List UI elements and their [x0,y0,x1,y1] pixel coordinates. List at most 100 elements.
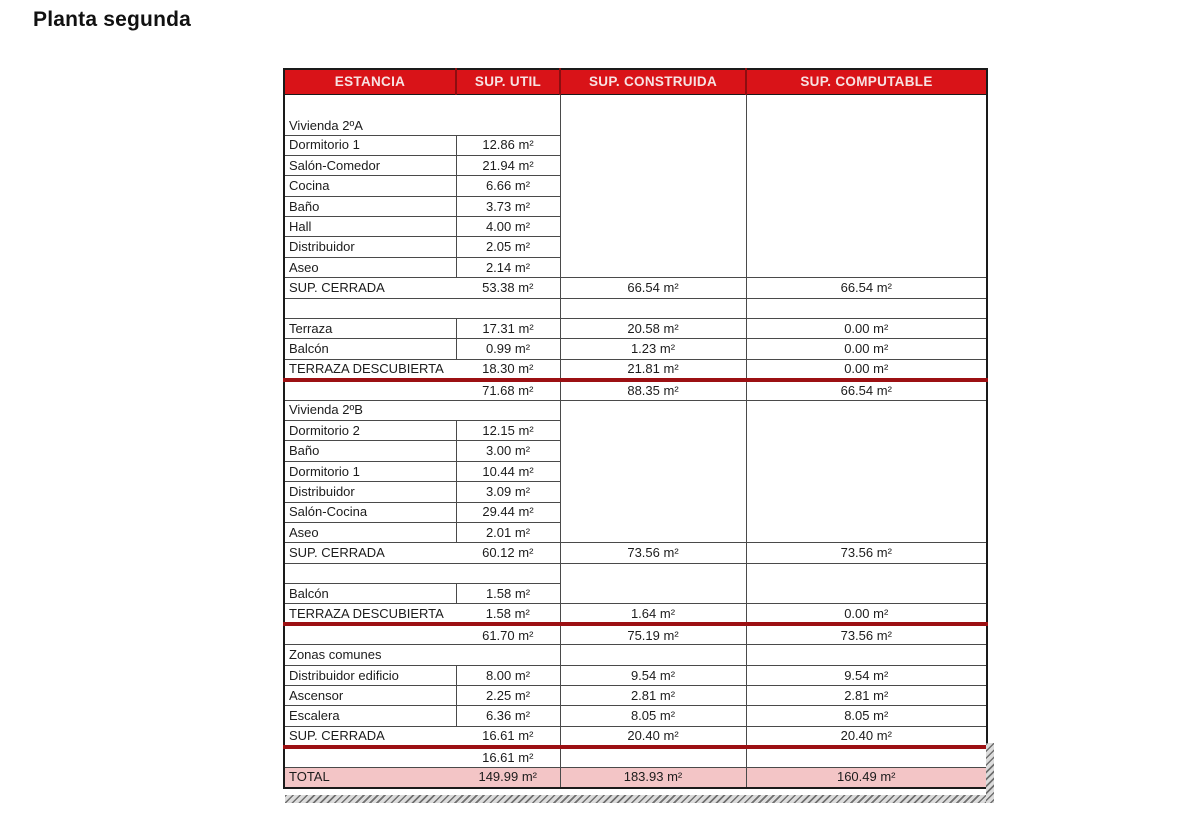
sup-computable-cell: 8.05 m² [745,705,988,727]
sup-util-cell: 1.58 m² [456,603,561,627]
sup-util-cell: 16.61 m² [456,746,561,768]
item-row: Baño 3.00 m² [283,440,987,462]
sup-util-cell: 8.00 m² [455,664,561,687]
estancia-cell [283,379,456,401]
estancia-cell: Balcón [283,338,457,360]
sup-util-cell: 61.70 m² [456,623,561,646]
item-row: Hall 4.00 m² [283,216,987,238]
estancia-cell: Baño [283,440,457,462]
sup-computable-cell: 73.56 m² [745,623,988,646]
sup-util-cell [456,297,561,320]
sup-util-cell [456,93,561,136]
sup-util-cell [456,562,561,585]
sup-util-cell: 2.25 m² [455,685,561,707]
sup-computable-cell: 0.00 m² [745,358,988,382]
estancia-cell: Distribuidor [283,481,457,503]
sup-util-cell: 17.31 m² [455,318,561,340]
estancia-cell [283,623,456,646]
estancia-cell: Vivienda 2ºB [283,399,456,421]
estancia-cell: Hall [283,216,457,238]
summary-row: 61.70 m² 75.19 m² 73.56 m² [283,623,988,646]
estancia-cell: Dormitorio 2 [283,419,457,442]
estancia-cell: SUP. CERRADA [283,542,456,564]
sup-util-cell: 149.99 m² [456,766,561,789]
summary-row: SUP. CERRADA 53.38 m² 66.54 m² 66.54 m² [283,277,988,299]
estancia-cell: Dormitorio 1 [283,460,457,483]
summary-row: SUP. CERRADA 16.61 m² 20.40 m² 20.40 m² [283,725,988,749]
estancia-cell: Aseo [283,521,457,544]
page-title: Planta segunda [33,8,192,31]
summary-row: TERRAZA DESCUBIERTA 1.58 m² 1.64 m² 0.00 m² [283,603,988,627]
sup-computable-cell: 20.40 m² [745,725,988,749]
estancia-cell: Cocina [283,175,457,197]
table-shadow-right [986,743,994,803]
sup-computable-cell [745,93,988,279]
estancia-cell: SUP. CERRADA [283,725,456,749]
sup-construida-cell: 21.81 m² [559,358,747,382]
sup-construida-cell [559,93,747,279]
sup-util-cell: 21.94 m² [455,154,561,177]
sup-computable-cell [745,644,988,666]
estancia-cell: Aseo [283,256,457,279]
item-row: Escalera 6.36 m² 8.05 m² 8.05 m² [283,705,988,727]
sup-util-cell: 3.00 m² [455,440,561,462]
sup-util-cell: 3.73 m² [455,195,561,218]
sup-util-cell: 12.15 m² [455,419,561,442]
sup-util-cell: 16.61 m² [456,725,561,749]
sup-construida-cell: 9.54 m² [559,664,747,687]
sup-construida-cell: 75.19 m² [559,623,747,646]
estancia-cell: TERRAZA DESCUBIERTA [283,358,456,382]
item-row: Cocina 6.66 m² [283,175,987,197]
item-row: Dormitorio 2 12.15 m² [283,419,987,442]
item-row: Salón-Cocina 29.44 m² [283,501,987,523]
item-row: Balcón 0.99 m² 1.23 m² 0.00 m² [283,338,988,360]
sup-construida-cell: 1.64 m² [559,603,747,627]
sup-computable-cell [745,399,988,544]
table-shadow-bottom [285,795,991,803]
col-header-estancia: ESTANCIA [283,68,457,95]
sup-computable-cell: 66.54 m² [745,277,988,299]
estancia-cell: TOTAL [283,766,456,789]
estancia-cell: Terraza [283,318,457,340]
sup-computable-cell: 73.56 m² [745,542,988,564]
sup-util-cell: 18.30 m² [456,358,561,382]
estancia-cell: Salón-Cocina [283,501,457,523]
estancia-cell: Vivienda 2ºA [283,93,456,136]
sup-computable-cell: 9.54 m² [745,664,988,687]
sup-util-cell: 71.68 m² [456,379,561,401]
section-row: Vivienda 2ºB [283,399,988,544]
sup-util-cell: 2.01 m² [455,521,561,544]
sup-util-cell: 4.00 m² [455,216,561,238]
sup-util-cell: 53.38 m² [456,277,561,299]
sup-computable-cell: 0.00 m² [745,338,988,360]
sup-computable-cell: 0.00 m² [745,603,988,627]
col-header-sup-util: SUP. UTIL [455,68,561,95]
estancia-cell: SUP. CERRADA [283,277,456,299]
item-row: Ascensor 2.25 m² 2.81 m² 2.81 m² [283,685,988,707]
sup-util-cell: 2.14 m² [455,256,561,279]
sup-util-cell: 12.86 m² [455,134,561,156]
sup-computable-cell [745,562,988,605]
sup-util-cell: 2.05 m² [455,236,561,258]
sup-construida-cell [559,399,747,544]
section-row: Vivienda 2ºA [283,93,988,279]
summary-row: SUP. CERRADA 60.12 m² 73.56 m² 73.56 m² [283,542,988,564]
estancia-cell: Baño [283,195,457,218]
empty-row [283,297,988,320]
estancia-cell: Salón-Comedor [283,154,457,177]
item-row: Terraza 17.31 m² 20.58 m² 0.00 m² [283,318,988,340]
sup-util-cell: 6.66 m² [455,175,561,197]
sup-util-cell: 3.09 m² [455,481,561,503]
sup-construida-cell [559,297,747,320]
sup-construida-cell [559,644,747,666]
sup-util-cell: 0.99 m² [455,338,561,360]
total-row: TOTAL 149.99 m² 183.93 m² 160.49 m² [283,766,988,789]
section-row: Zonas comunes [283,644,988,666]
sup-computable-cell: 66.54 m² [745,379,988,401]
sup-util-cell [456,644,561,666]
sup-util-cell: 60.12 m² [456,542,561,564]
estancia-cell [283,562,456,585]
header-row: ESTANCIA SUP. UTIL SUP. CONSTRUIDA SUP. … [283,68,988,95]
item-row: Aseo 2.01 m² [283,521,987,544]
sup-construida-cell: 2.81 m² [559,685,747,707]
